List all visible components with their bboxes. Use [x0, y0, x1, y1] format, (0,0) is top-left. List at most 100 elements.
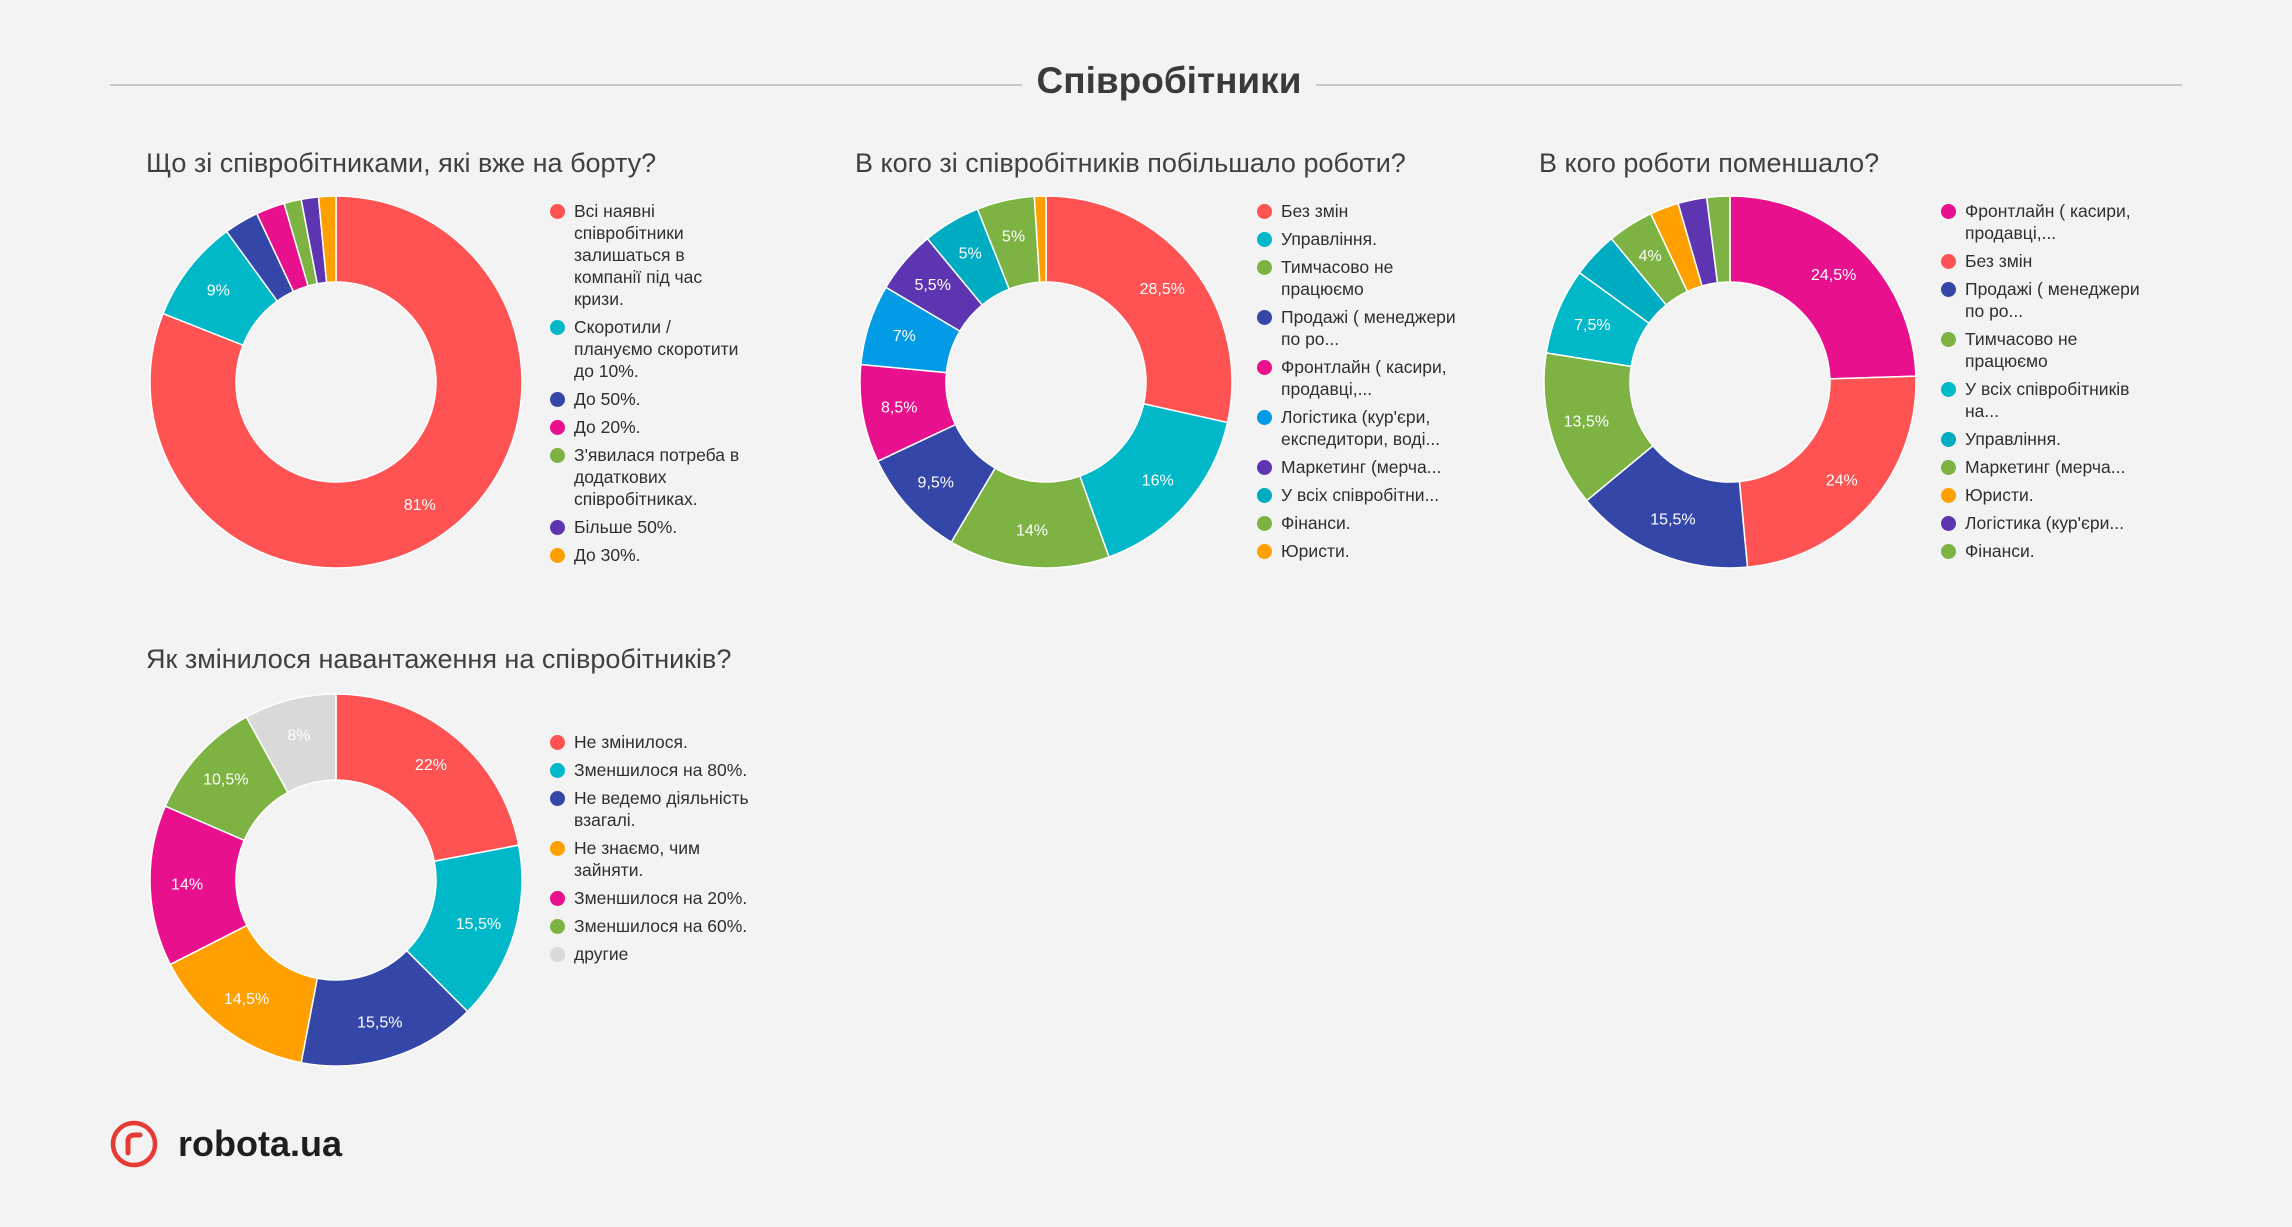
legend-label: Продажі ( менеджери по ро...: [1965, 279, 2140, 321]
legend-item[interactable]: Без змін: [1941, 250, 2141, 272]
legend-item[interactable]: Фронтлайн ( касири, продавці,...: [1941, 200, 2141, 244]
legend-swatch: [1257, 488, 1272, 503]
slice-label: 10,5%: [203, 772, 248, 789]
slice-label: 22%: [415, 757, 447, 774]
legend-swatch: [1941, 544, 1956, 559]
slice-label: 15,5%: [456, 916, 501, 933]
legend-item[interactable]: Фінанси.: [1941, 540, 2141, 562]
legend-swatch: [1257, 410, 1272, 425]
legend-item[interactable]: До 20%.: [550, 416, 750, 438]
legend-item[interactable]: Скоротили / плануємо скоротити до 10%.: [550, 316, 750, 382]
legend-item[interactable]: Управління.: [1257, 228, 1457, 250]
legend-label: Всі наявні співробітники залишаться в ко…: [574, 201, 703, 309]
donut-slice: [1729, 195, 1917, 380]
donut-slice: [335, 693, 520, 863]
legend-label: Управління.: [1965, 429, 2061, 449]
legend-swatch: [550, 919, 565, 934]
legend-label: Юристи.: [1965, 485, 2034, 505]
slice-label: 8%: [287, 728, 310, 745]
slice-label: 24,5%: [1811, 267, 1856, 284]
legend-item[interactable]: Без змін: [1257, 200, 1457, 222]
donut-chart-more-work: 28,5% 16% 14% 9,5% 8,5% 7% 5,5% 5% 5%: [859, 195, 1233, 569]
chart-title: Як змінилося навантаження на співробітни…: [146, 644, 732, 674]
legend-label: Продажі ( менеджери по ро...: [1281, 307, 1456, 349]
donut-slice: [1033, 195, 1047, 283]
slice-label: 8,5%: [881, 400, 917, 417]
legend-item[interactable]: Не змінилося.: [550, 731, 750, 753]
legend-label: Скоротили / плануємо скоротити до 10%.: [574, 317, 739, 381]
legend-swatch: [1257, 232, 1272, 247]
donut-slice: [1045, 195, 1233, 424]
legend-swatch: [1941, 382, 1956, 397]
header-rule-right: [1316, 84, 2182, 86]
slice-label: 81%: [404, 497, 436, 514]
legend-less-work: Фронтлайн ( касири, продавці,... Без змін…: [1941, 200, 2141, 568]
slice-label: 14,5%: [224, 991, 269, 1008]
slice-label: 28,5%: [1140, 281, 1185, 298]
legend-item[interactable]: Зменшилося на 60%.: [550, 915, 750, 937]
legend-item[interactable]: Продажі ( менеджери по ро...: [1257, 306, 1457, 350]
legend-label: другие: [574, 944, 629, 964]
legend-item[interactable]: До 30%.: [550, 544, 750, 566]
legend-label: Зменшилося на 60%.: [574, 916, 748, 936]
legend-label: До 20%.: [574, 417, 641, 437]
legend-item[interactable]: Юристи.: [1941, 484, 2141, 506]
legend-workload: Не змінилося. Зменшилося на 80%. Не ведемо…: [550, 731, 750, 971]
legend-item[interactable]: Управління.: [1941, 428, 2141, 450]
legend-label: Більше 50%.: [574, 517, 678, 537]
slice-label: 5%: [1002, 229, 1025, 246]
legend-label: До 50%.: [574, 389, 641, 409]
legend-label: Маркетинг (мерча...: [1965, 457, 2126, 477]
legend-swatch: [1257, 204, 1272, 219]
legend-item[interactable]: Тимчасово не працюємо: [1941, 328, 2141, 372]
legend-item[interactable]: У всіх співробітників на...: [1941, 378, 2141, 422]
legend-item[interactable]: Всі наявні співробітники залишаться в ко…: [550, 200, 750, 310]
slice-label: 13,5%: [1564, 413, 1609, 430]
legend-swatch: [1257, 544, 1272, 559]
legend-item[interactable]: Зменшилося на 20%.: [550, 887, 750, 909]
legend-swatch: [550, 420, 565, 435]
legend-swatch: [1941, 516, 1956, 531]
legend-item[interactable]: У всіх співробітни...: [1257, 484, 1457, 506]
page-title: Співробітники: [1036, 60, 1302, 101]
logo-wordmark: robota.ua: [178, 1123, 343, 1164]
legend-label: Зменшилося на 80%.: [574, 760, 748, 780]
legend-item[interactable]: Маркетинг (мерча...: [1257, 456, 1457, 478]
legend-item[interactable]: Зменшилося на 80%.: [550, 759, 750, 781]
legend-item[interactable]: Більше 50%.: [550, 516, 750, 538]
legend-item[interactable]: Тимчасово не працюємо: [1257, 256, 1457, 300]
legend-item[interactable]: Не знаємо, чим зайняти.: [550, 837, 750, 881]
legend-item[interactable]: Логістика (кур'єри...: [1941, 512, 2141, 534]
legend-label: Не ведемо діяльність взагалі.: [574, 788, 749, 830]
legend-swatch: [1257, 260, 1272, 275]
slice-label: 14%: [171, 877, 203, 894]
legend-item[interactable]: До 50%.: [550, 388, 750, 410]
legend-item[interactable]: Маркетинг (мерча...: [1941, 456, 2141, 478]
legend-label: Тимчасово не працюємо: [1281, 257, 1394, 299]
legend-item[interactable]: Продажі ( менеджери по ро...: [1941, 278, 2141, 322]
legend-item[interactable]: другие: [550, 943, 750, 965]
legend-item[interactable]: Не ведемо діяльність взагалі.: [550, 787, 750, 831]
legend-swatch: [1941, 254, 1956, 269]
legend-label: Фінанси.: [1965, 541, 2035, 561]
legend-item[interactable]: Юристи.: [1257, 540, 1457, 562]
donut-chart-workload: 22% 15,5% 15,5% 14,5% 14% 10,5% 8%: [149, 693, 523, 1067]
donut-chart-less-work: 24,5% 24% 15,5% 13,5% 7,5% 4%: [1543, 195, 1917, 569]
legend-item[interactable]: Логістика (кур'єри, експедитори, воді...: [1257, 406, 1457, 450]
legend-swatch: [550, 204, 565, 219]
legend-item[interactable]: Фронтлайн ( касири, продавці,...: [1257, 356, 1457, 400]
chart-title: Що зі співробітниками, які вже на борту?: [146, 148, 657, 178]
legend-swatch: [550, 520, 565, 535]
legend-label: З'явилася потреба в додаткових співробіт…: [574, 445, 740, 509]
legend-item[interactable]: Фінанси.: [1257, 512, 1457, 534]
legend-swatch: [550, 947, 565, 962]
slice-label: 24%: [1826, 473, 1858, 490]
legend-more-work: Без змін Управління. Тимчасово не працюємо…: [1257, 200, 1457, 568]
legend-swatch: [1941, 282, 1956, 297]
legend-swatch: [550, 735, 565, 750]
legend-label: У всіх співробітників на...: [1965, 379, 2130, 421]
legend-swatch: [550, 320, 565, 335]
legend-item[interactable]: З'явилася потреба в додаткових співробіт…: [550, 444, 750, 510]
legend-label: Без змін: [1965, 251, 2033, 271]
slice-label: 9%: [207, 283, 230, 300]
